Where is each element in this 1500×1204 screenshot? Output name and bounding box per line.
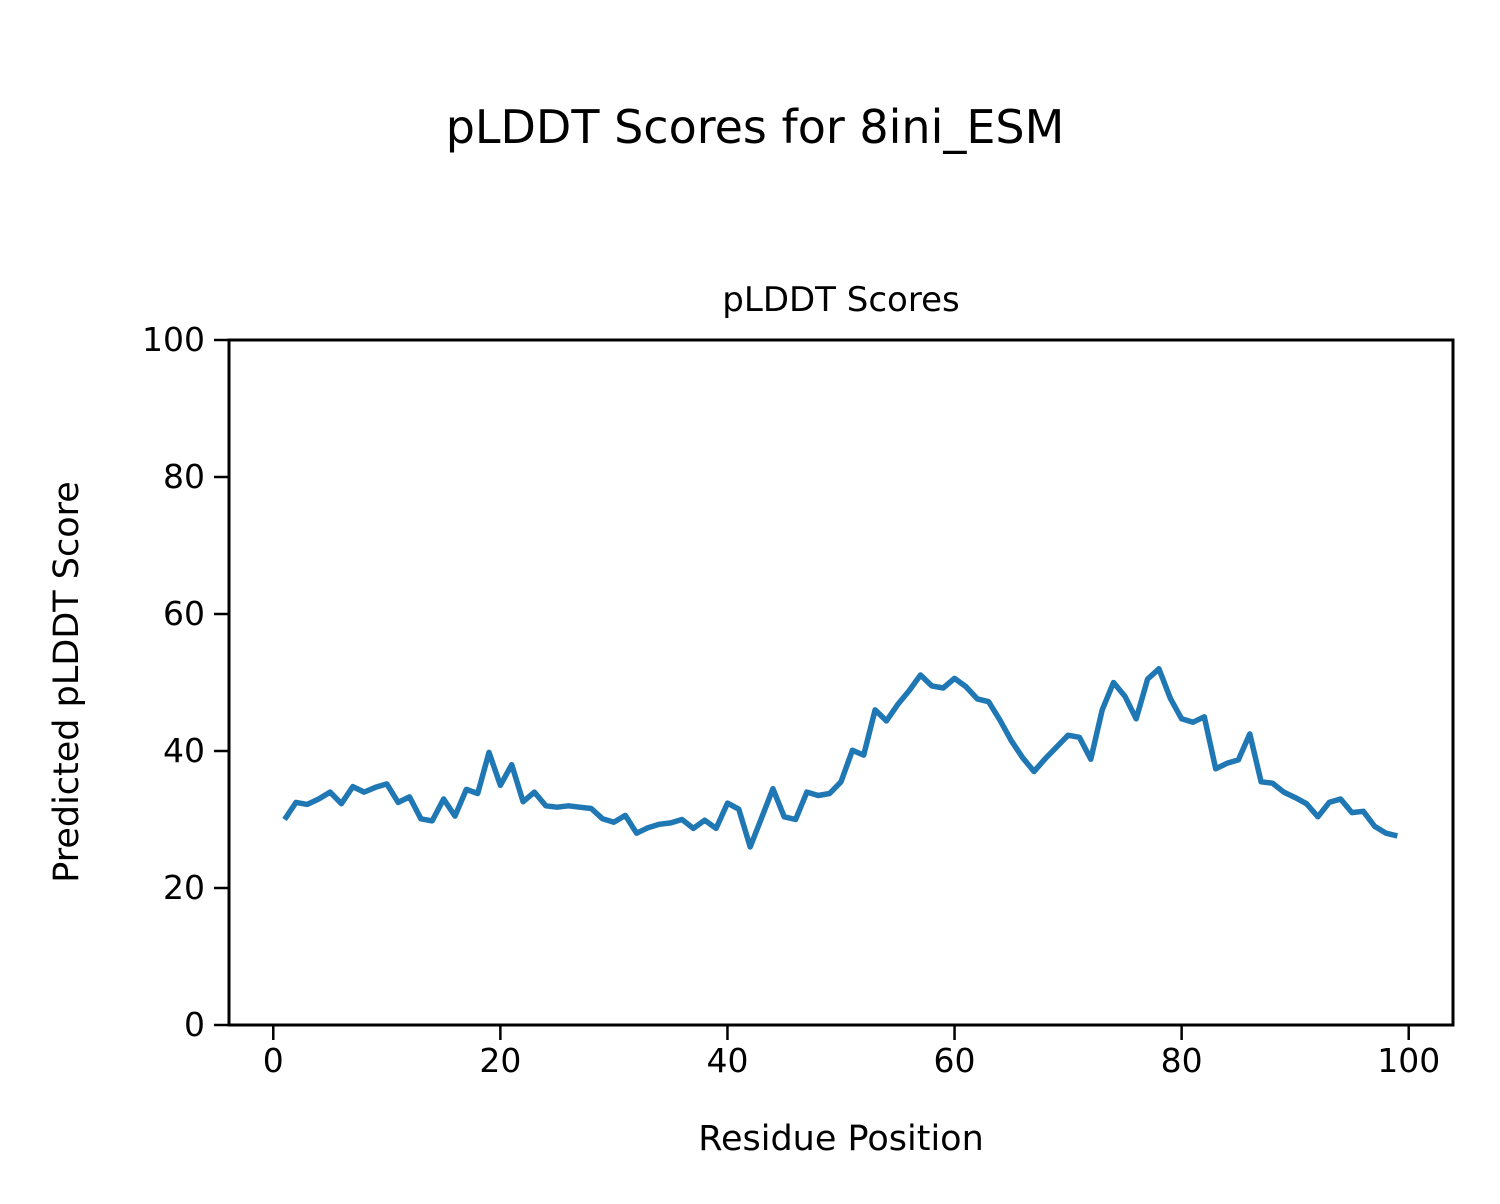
axes-title: pLDDT Scores	[722, 280, 959, 320]
y-axis-label: Predicted pLDDT Score	[47, 481, 87, 883]
plot-area	[227, 338, 1455, 1027]
figure-suptitle: pLDDT Scores for 8ini_ESM	[446, 100, 1065, 154]
x-tick-label: 100	[1377, 1041, 1440, 1080]
y-tick-label: 100	[142, 320, 205, 359]
x-tick-label: 40	[706, 1041, 748, 1080]
plddt-line	[282, 666, 1399, 850]
y-tick-label: 80	[163, 457, 205, 496]
y-tick-label: 40	[163, 731, 205, 770]
y-tick-label: 0	[184, 1005, 205, 1044]
x-axis-label: Residue Position	[698, 1119, 984, 1159]
x-tick-label: 20	[479, 1041, 521, 1080]
y-tick-label: 60	[163, 594, 205, 633]
y-tick-label: 20	[163, 868, 205, 907]
x-axis-ticks: 0 20 40 60 80 100	[263, 1025, 1440, 1080]
x-tick-label: 60	[934, 1041, 976, 1080]
x-tick-label: 80	[1161, 1041, 1203, 1080]
y-axis-ticks: 0 20 40 60 80 100	[142, 320, 229, 1044]
x-tick-label: 0	[263, 1041, 284, 1080]
